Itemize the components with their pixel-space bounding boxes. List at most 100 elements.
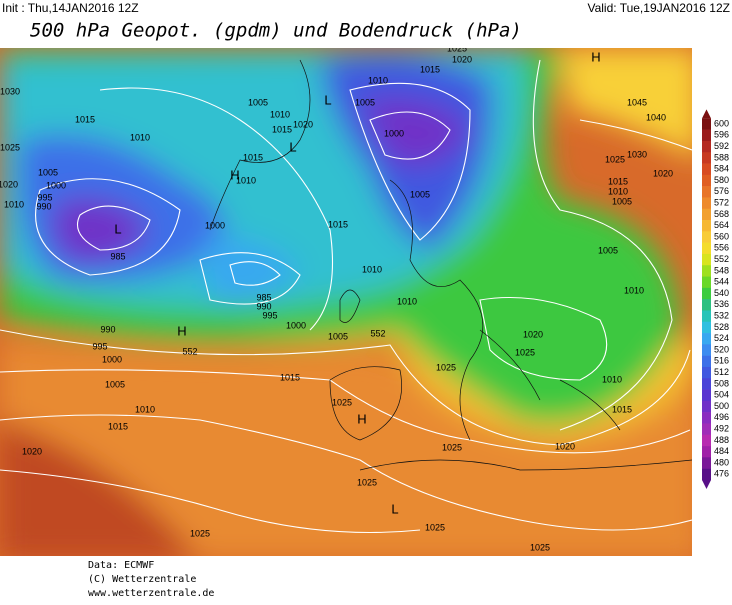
colorbar-top-arrow <box>702 109 711 119</box>
colorbar-label: 572 <box>714 197 729 207</box>
isobar-label: 1045 <box>627 97 647 107</box>
colorbar-label: 592 <box>714 141 729 151</box>
colorbar-band <box>702 276 711 289</box>
isobar-label: 1005 <box>105 379 125 389</box>
copyright: (C) Wetterzentrale <box>88 574 196 585</box>
isobar-label: 1020 <box>22 446 42 456</box>
colorbar-label: 552 <box>714 254 729 264</box>
colorbar-label: 580 <box>714 175 729 185</box>
isobar-label: 985 <box>256 292 271 302</box>
colorbar-band <box>702 366 711 379</box>
colorbar-band <box>702 118 711 130</box>
isobar-label: 1010 <box>624 285 644 295</box>
colorbar-band <box>702 299 711 311</box>
colorbar-label: 556 <box>714 243 729 253</box>
isoline <box>369 111 451 160</box>
coastline <box>389 179 484 441</box>
colorbar-label: 496 <box>714 412 729 422</box>
isobar-label: 1010 <box>608 186 628 196</box>
isoline <box>349 82 471 241</box>
isoline <box>0 329 691 446</box>
isobar-label: 1040 <box>646 112 666 122</box>
colorbar-band <box>702 310 711 323</box>
red-zone <box>0 420 197 556</box>
isobar-label: 1025 <box>447 43 467 53</box>
isobar-label: 990 <box>100 324 115 334</box>
colorbar-band <box>702 378 711 390</box>
coastline <box>329 366 402 441</box>
isobar-label: 1015 <box>75 114 95 124</box>
isobar-label: 1025 <box>190 528 210 538</box>
isobar-label: 1010 <box>270 109 290 119</box>
colorbar-label: 480 <box>714 457 729 467</box>
colorbar-band <box>702 468 711 481</box>
init-time: Init : Thu,14JAN2016 12Z <box>2 1 139 15</box>
colorbar-band <box>702 457 711 469</box>
colorbar-band <box>702 242 711 255</box>
isoline <box>532 59 673 431</box>
isobar-label: 1030 <box>627 149 647 159</box>
colorbar-label: 588 <box>714 152 729 162</box>
colorbar-label: 540 <box>714 288 729 298</box>
isobar-label: 1015 <box>420 64 440 74</box>
colorbar-band <box>702 400 711 413</box>
isobar-label: 1015 <box>612 404 632 414</box>
isobar-label: 1020 <box>293 119 313 129</box>
colorbar-label: 532 <box>714 310 729 320</box>
isobar-label: 1005 <box>355 97 375 107</box>
isobar-label: 1010 <box>602 374 622 384</box>
colorbar-label: 584 <box>714 164 729 174</box>
colorbar-band <box>702 140 711 153</box>
isobar-label: 1005 <box>248 97 268 107</box>
isobar-label: 1025 <box>515 347 535 357</box>
colorbar-band <box>702 321 711 334</box>
isobar-label: 1005 <box>598 245 618 255</box>
yellow-high-east <box>560 48 692 157</box>
isobar-label: 995 <box>37 192 52 202</box>
isobar-label: 1000 <box>384 128 404 138</box>
colorbar-band <box>702 434 711 447</box>
map-title: 500 hPa Geopot. (gpdm) und Bodendruck (h… <box>30 20 522 42</box>
pressure-center: L <box>289 139 296 154</box>
colorbar-label: 528 <box>714 322 729 332</box>
colorbar-label: 536 <box>714 299 729 309</box>
isobar-label: 1005 <box>38 167 58 177</box>
isobar-label: 1025 <box>0 142 20 152</box>
colorbar-band <box>702 186 711 198</box>
colorbar-label: 600 <box>714 118 729 128</box>
pressure-center: L <box>391 501 398 516</box>
isobar-label: 1020 <box>0 179 18 189</box>
isobar-label: 995 <box>92 341 107 351</box>
colorbar-label: 524 <box>714 333 729 343</box>
isobar-label: 1020 <box>555 441 575 451</box>
colorbar-band <box>702 152 711 164</box>
isobar-label: 1025 <box>442 442 462 452</box>
colorbar-label: 516 <box>714 356 729 366</box>
colorbar-band <box>702 412 711 424</box>
colorbar-bottom-arrow <box>702 479 711 489</box>
isobar-label: 1025 <box>436 362 456 372</box>
isoline <box>579 119 692 151</box>
colorbar-band <box>702 231 711 243</box>
isoline <box>0 369 691 454</box>
isobar-label: 1025 <box>605 154 625 164</box>
colorbar-label: 548 <box>714 265 729 275</box>
isobar-label: 1015 <box>328 219 348 229</box>
colorbar-label: 504 <box>714 390 729 400</box>
colorbar-label: 560 <box>714 231 729 241</box>
colorbar-label: 596 <box>714 130 729 140</box>
isobar-label: 1015 <box>243 152 263 162</box>
data-source: Data: ECMWF <box>88 560 154 571</box>
isobar-label: 1025 <box>425 522 445 532</box>
coastline <box>339 289 361 323</box>
colorbar-label: 484 <box>714 446 729 456</box>
pressure-center: H <box>357 411 366 426</box>
colorbar-band <box>702 344 711 356</box>
colorbar-label: 568 <box>714 209 729 219</box>
isobar-label: 1015 <box>108 421 128 431</box>
colorbar-band <box>702 355 711 368</box>
isobar-label: 990 <box>36 201 51 211</box>
isoline <box>0 414 692 531</box>
isobar-label: 1010 <box>397 296 417 306</box>
isobar-label: 1010 <box>362 264 382 274</box>
